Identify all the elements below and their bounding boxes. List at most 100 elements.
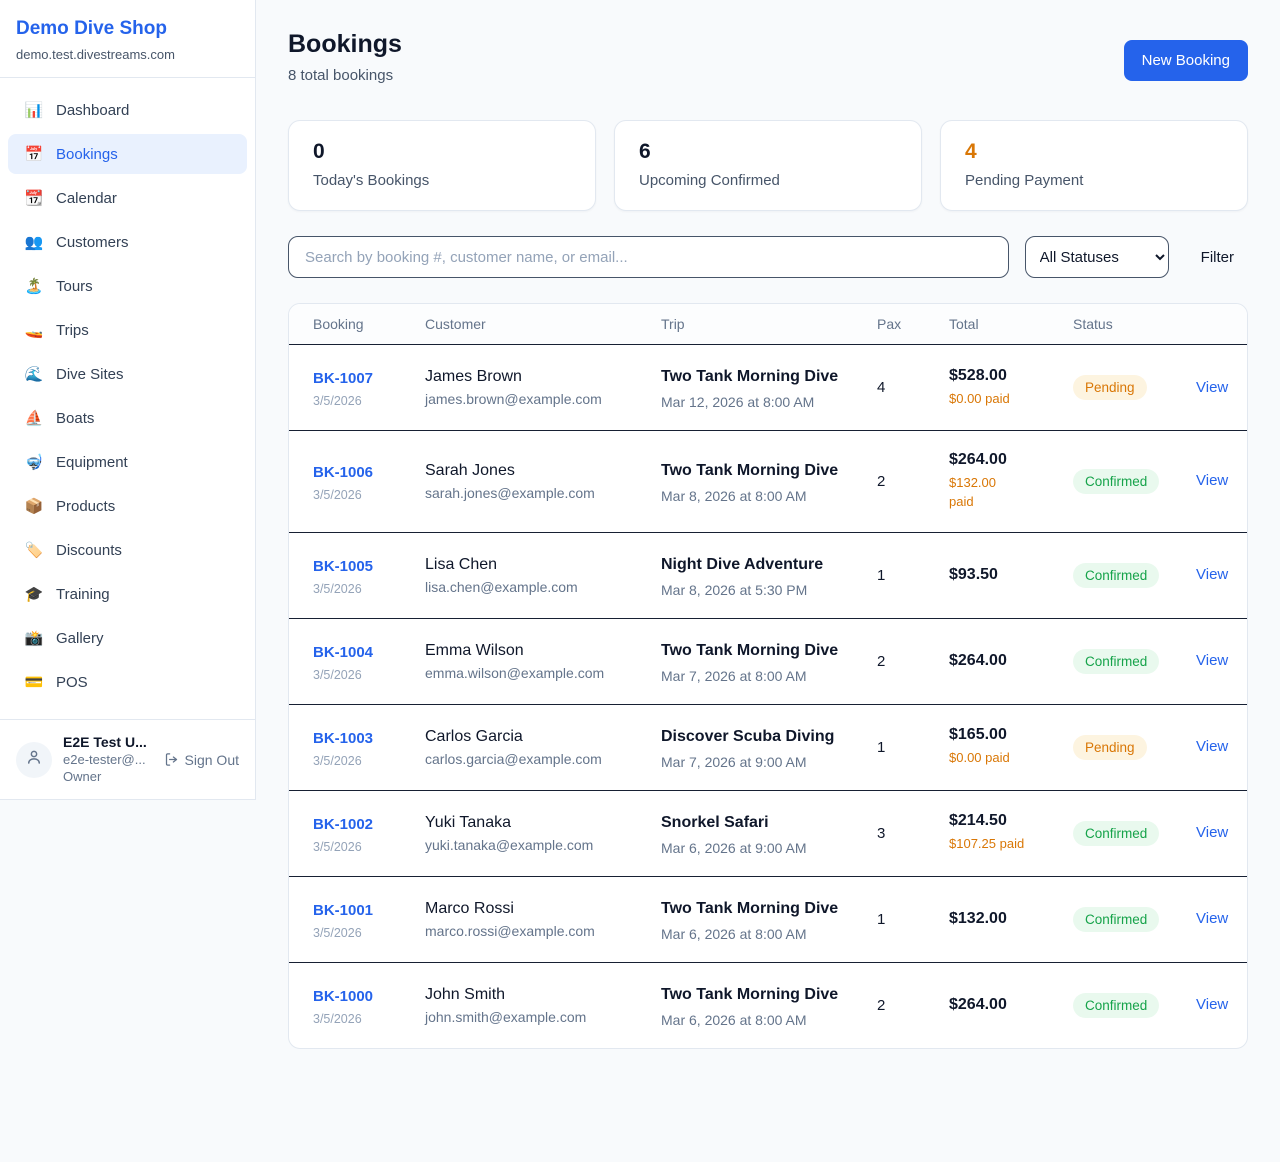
sidebar-item-equipment[interactable]: 🤿 Equipment xyxy=(8,442,247,482)
column-header-pax: Pax xyxy=(877,316,902,332)
customer-name: Sarah Jones xyxy=(425,461,515,479)
sidebar-item-label: Gallery xyxy=(56,629,104,647)
speedboat-icon: 🚤 xyxy=(24,322,44,339)
trip-name: Night Dive Adventure xyxy=(661,555,824,573)
pax-value: 1 xyxy=(877,566,886,584)
table-row: BK-1001 3/5/2026 Marco Rossi marco.rossi@ex… xyxy=(289,875,1247,962)
controls-row: All Statuses Filter xyxy=(288,236,1248,278)
bookings-table: Booking Customer Trip Pax Total Status BK-100… xyxy=(288,303,1248,1049)
sidebar-item-dashboard[interactable]: 📊 Dashboard xyxy=(8,90,247,130)
view-link[interactable]: View xyxy=(1196,472,1229,490)
total-amount: $264.00 xyxy=(949,996,1007,1014)
table-body: BK-1007 3/5/2026 James Brown james.brown@ex… xyxy=(289,345,1247,1048)
paid-amount: $132.00 paid xyxy=(949,475,996,509)
sidebar-item-training[interactable]: 🎓 Training xyxy=(8,574,247,614)
booking-id-link[interactable]: BK-1005 xyxy=(313,557,374,575)
sidebar-item-bookings[interactable]: 📅 Bookings xyxy=(8,134,247,174)
table-row: BK-1002 3/5/2026 Yuki Tanaka yuki.tanaka@ex… xyxy=(289,789,1247,876)
user-footer: E2E Test U... e2e-tester@... Owner Sign … xyxy=(0,719,255,799)
booking-id-link[interactable]: BK-1002 xyxy=(313,815,374,833)
view-link[interactable]: View xyxy=(1196,652,1229,670)
stats-row: 0 Today's Bookings 6 Upcoming Confirmed 4 Pen… xyxy=(288,120,1248,211)
status-badge: Confirmed xyxy=(1073,468,1160,494)
trip-name: Snorkel Safari xyxy=(661,813,769,831)
booking-id-link[interactable]: BK-1000 xyxy=(313,987,374,1005)
customer-cell: John Smith john.smith@example.com xyxy=(425,986,661,1025)
tear-off-calendar-icon: 📆 xyxy=(24,190,44,207)
sidebar-item-boats[interactable]: ⛵ Boats xyxy=(8,398,247,438)
stat-label: Pending Payment xyxy=(965,172,1084,189)
sidebar-item-products[interactable]: 📦 Products xyxy=(8,486,247,526)
booking-date: 3/5/2026 xyxy=(313,581,362,596)
trip-cell: Snorkel Safari Mar 6, 2026 at 9:00 AM xyxy=(661,811,877,856)
view-link[interactable]: View xyxy=(1196,910,1229,928)
stat-card-pending-payment: 4 Pending Payment xyxy=(940,120,1248,211)
sidebar: Demo Dive Shop demo.test.divestreams.com… xyxy=(0,0,256,800)
pax-value: 1 xyxy=(877,738,886,756)
customer-name: Yuki Tanaka xyxy=(425,813,511,831)
customer-name: Emma Wilson xyxy=(425,641,524,659)
trip-datetime: Mar 6, 2026 at 8:00 AM xyxy=(661,925,807,942)
booking-id-link[interactable]: BK-1004 xyxy=(313,643,374,661)
sidebar-item-trips[interactable]: 🚤 Trips xyxy=(8,310,247,350)
trip-cell: Two Tank Morning Dive Mar 8, 2026 at 8:00… xyxy=(661,459,877,504)
view-link[interactable]: View xyxy=(1196,824,1229,842)
new-booking-button[interactable]: New Booking xyxy=(1123,40,1248,81)
table-row: BK-1000 3/5/2026 John Smith john.smith@exam… xyxy=(289,961,1247,1048)
view-link[interactable]: View xyxy=(1196,996,1229,1014)
status-cell: Confirmed xyxy=(1073,648,1196,674)
view-link[interactable]: View xyxy=(1196,738,1229,756)
sign-out-button[interactable]: Sign Out xyxy=(164,752,239,768)
credit-card-icon: 💳 xyxy=(24,674,44,691)
sidebar-item-customers[interactable]: 👥 Customers xyxy=(8,222,247,262)
booking-id-link[interactable]: BK-1007 xyxy=(313,370,374,387)
main-content: Bookings 8 total bookings New Booking 0 T… xyxy=(256,0,1280,1049)
status-filter-select[interactable]: All Statuses xyxy=(1024,236,1169,278)
sidebar-item-label: Calendar xyxy=(56,189,117,207)
status-cell: Confirmed xyxy=(1073,820,1196,846)
trip-datetime: Mar 12, 2026 at 8:00 AM xyxy=(661,394,815,410)
view-link[interactable]: View xyxy=(1196,378,1229,396)
actions-cell: View xyxy=(1196,824,1228,842)
customer-cell: Emma Wilson emma.wilson@example.com xyxy=(425,642,661,681)
filter-button[interactable]: Filter xyxy=(1200,248,1234,266)
trip-datetime: Mar 7, 2026 at 8:00 AM xyxy=(661,667,807,684)
customer-email: james.brown@example.com xyxy=(425,391,602,407)
column-header-trip: Trip xyxy=(661,316,685,332)
wave-icon: 🌊 xyxy=(24,366,44,383)
booking-id-link[interactable]: BK-1006 xyxy=(313,463,374,481)
booking-id-link[interactable]: BK-1001 xyxy=(313,901,374,919)
status-badge: Confirmed xyxy=(1073,992,1160,1018)
actions-cell: View xyxy=(1196,652,1228,670)
sidebar-item-label: Training xyxy=(56,585,110,603)
sidebar-item-label: Boats xyxy=(56,409,95,427)
diving-mask-icon: 🤿 xyxy=(24,454,44,471)
trip-cell: Two Tank Morning Dive Mar 6, 2026 at 8:00… xyxy=(661,983,877,1028)
sidebar-item-gallery[interactable]: 📸 Gallery xyxy=(8,618,247,658)
sidebar-item-dive-sites[interactable]: 🌊 Dive Sites xyxy=(8,354,247,394)
customer-email: yuki.tanaka@example.com xyxy=(425,836,594,853)
stat-value: 0 xyxy=(313,140,325,163)
pax-value: 2 xyxy=(877,652,886,670)
total-cell: $264.00 $132.00 paid xyxy=(949,451,1073,512)
total-cell: $264.00 xyxy=(949,996,1073,1014)
actions-cell: View xyxy=(1196,379,1228,397)
customer-cell: Marco Rossi marco.rossi@example.com xyxy=(425,900,661,939)
actions-cell: View xyxy=(1196,910,1228,928)
booking-id-link[interactable]: BK-1003 xyxy=(313,729,374,747)
bar-chart-icon: 📊 xyxy=(24,102,44,119)
sidebar-item-discounts[interactable]: 🏷️ Discounts xyxy=(8,530,247,570)
trip-cell: Two Tank Morning Dive Mar 6, 2026 at 8:00… xyxy=(661,897,877,942)
sidebar-item-pos[interactable]: 💳 POS xyxy=(8,662,247,702)
customer-name: James Brown xyxy=(425,368,522,385)
sidebar-item-calendar[interactable]: 📆 Calendar xyxy=(8,178,247,218)
actions-cell: View xyxy=(1196,472,1228,490)
search-input[interactable] xyxy=(288,236,1009,278)
actions-cell: View xyxy=(1196,566,1228,584)
brand-block: Demo Dive Shop demo.test.divestreams.com xyxy=(0,0,255,78)
sidebar-item-tours[interactable]: 🏝️ Tours xyxy=(8,266,247,306)
booking-cell: BK-1007 3/5/2026 xyxy=(313,367,425,408)
view-link[interactable]: View xyxy=(1196,566,1229,584)
booking-date: 3/5/2026 xyxy=(313,487,362,502)
customer-email: sarah.jones@example.com xyxy=(425,484,595,501)
